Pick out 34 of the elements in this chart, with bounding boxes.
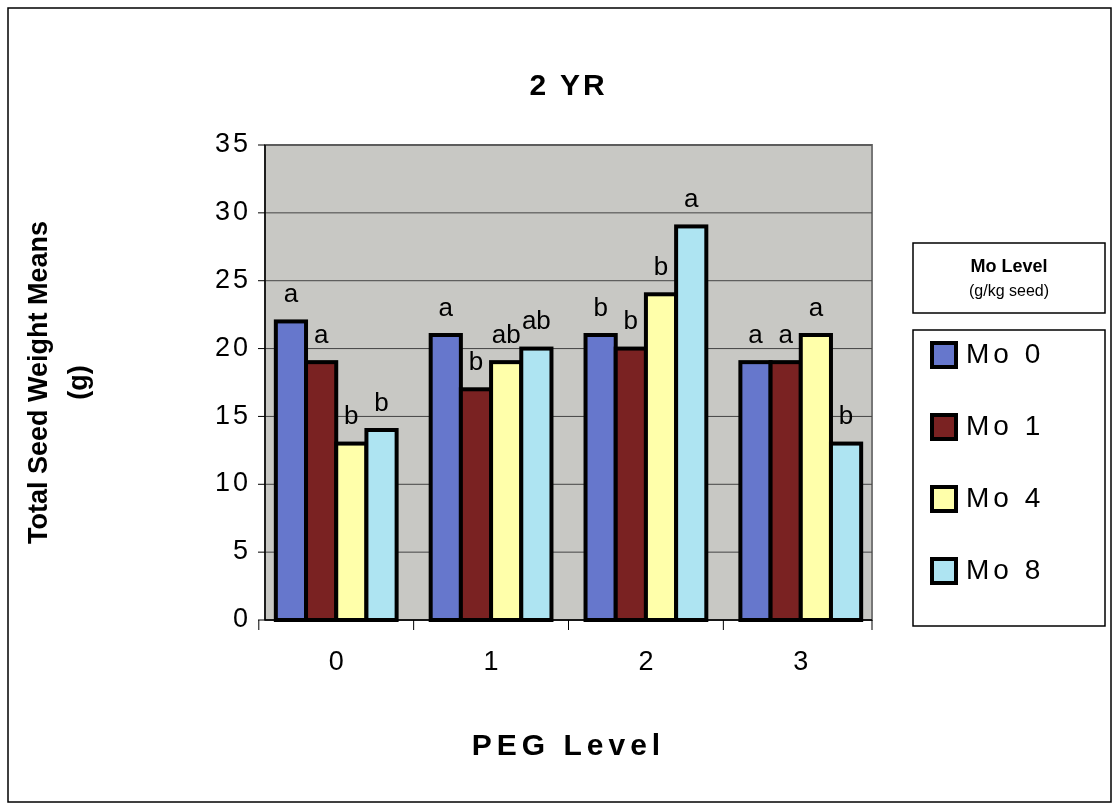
x-axis-title: PEG Level bbox=[471, 728, 666, 761]
y-tick-label: 15 bbox=[214, 399, 251, 430]
annotation: b bbox=[593, 291, 608, 322]
y-tick-label: 5 bbox=[232, 535, 251, 566]
annotation: ab bbox=[521, 305, 551, 336]
annotation: a bbox=[683, 183, 699, 214]
y-tick-label: 10 bbox=[214, 467, 251, 498]
annotation: a bbox=[438, 291, 454, 322]
annotation: b bbox=[623, 305, 639, 336]
y-tick-label: 20 bbox=[214, 331, 251, 362]
y-tick-label: 30 bbox=[214, 195, 251, 226]
annotation: a bbox=[313, 319, 329, 350]
annotation: a bbox=[808, 291, 824, 322]
legend-label: Mo 8 bbox=[966, 554, 1045, 586]
y-tick-label: 0 bbox=[232, 603, 251, 634]
x-tick-label: 2 bbox=[638, 646, 654, 676]
x-tick-label: 1 bbox=[483, 646, 499, 676]
annotation: b bbox=[374, 386, 389, 417]
legend-label: Mo 0 bbox=[966, 338, 1045, 370]
legend-title: Mo Level (g/kg seed) bbox=[968, 256, 1050, 299]
legend-label: Mo 4 bbox=[966, 482, 1045, 514]
annotation: a bbox=[778, 319, 794, 350]
annotation: b bbox=[653, 251, 669, 282]
annotation: a bbox=[748, 319, 764, 350]
chart-title: 2 YR bbox=[529, 68, 608, 101]
y-axis-title: Total Seed Weight Means (g) bbox=[23, 220, 93, 545]
x-tick-label: 0 bbox=[328, 646, 344, 676]
annotation: ab bbox=[491, 319, 521, 350]
y-tick-label: 25 bbox=[214, 263, 251, 294]
y-tick-label: 35 bbox=[214, 128, 251, 159]
legend-label: Mo 1 bbox=[966, 410, 1045, 442]
x-tick-label: 3 bbox=[793, 646, 809, 676]
annotation: a bbox=[283, 278, 299, 309]
annotation: b bbox=[468, 346, 484, 377]
